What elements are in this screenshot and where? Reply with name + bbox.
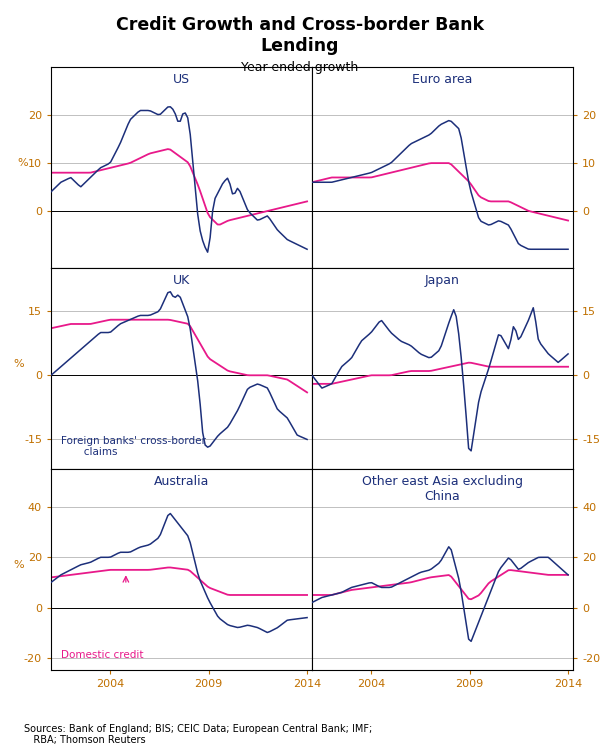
- Text: Euro area: Euro area: [412, 73, 473, 86]
- Text: Australia: Australia: [154, 476, 209, 488]
- Text: Japan: Japan: [425, 274, 460, 288]
- Y-axis label: %: %: [599, 168, 600, 178]
- Text: Sources: Bank of England; BIS; CEIC Data; European Central Bank; IMF;
   RBA; Th: Sources: Bank of England; BIS; CEIC Data…: [24, 724, 372, 745]
- Text: Foreign banks' cross-border
       claims: Foreign banks' cross-border claims: [61, 436, 206, 458]
- Text: Credit Growth and Cross-border Bank
Lending: Credit Growth and Cross-border Bank Lend…: [116, 16, 484, 55]
- Y-axis label: %: %: [13, 359, 24, 369]
- Text: UK: UK: [173, 274, 190, 288]
- Text: US: US: [173, 73, 190, 86]
- Y-axis label: %: %: [13, 560, 23, 570]
- Text: Domestic credit: Domestic credit: [61, 650, 144, 661]
- Text: Other east Asia excluding
China: Other east Asia excluding China: [362, 476, 523, 503]
- Y-axis label: %: %: [17, 158, 28, 168]
- Text: Year-ended growth: Year-ended growth: [241, 61, 359, 74]
